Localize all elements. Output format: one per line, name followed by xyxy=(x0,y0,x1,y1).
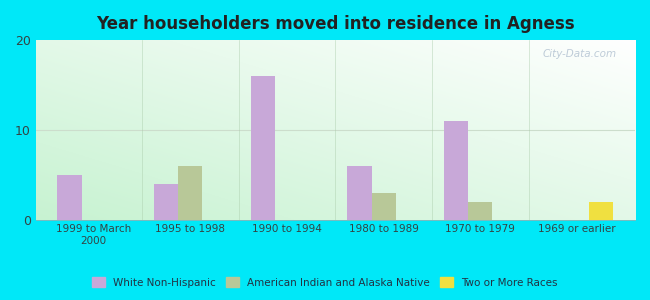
Bar xyxy=(468,202,493,220)
Bar xyxy=(154,184,178,220)
Bar xyxy=(444,121,468,220)
Legend: White Non-Hispanic, American Indian and Alaska Native, Two or More Races: White Non-Hispanic, American Indian and … xyxy=(88,273,562,292)
Bar xyxy=(178,166,202,220)
Text: City-Data.com: City-Data.com xyxy=(543,49,617,59)
Bar xyxy=(57,175,82,220)
Bar xyxy=(251,76,275,220)
Bar xyxy=(372,193,396,220)
Bar xyxy=(589,202,613,220)
Title: Year householders moved into residence in Agness: Year householders moved into residence i… xyxy=(96,15,575,33)
Bar xyxy=(348,166,372,220)
